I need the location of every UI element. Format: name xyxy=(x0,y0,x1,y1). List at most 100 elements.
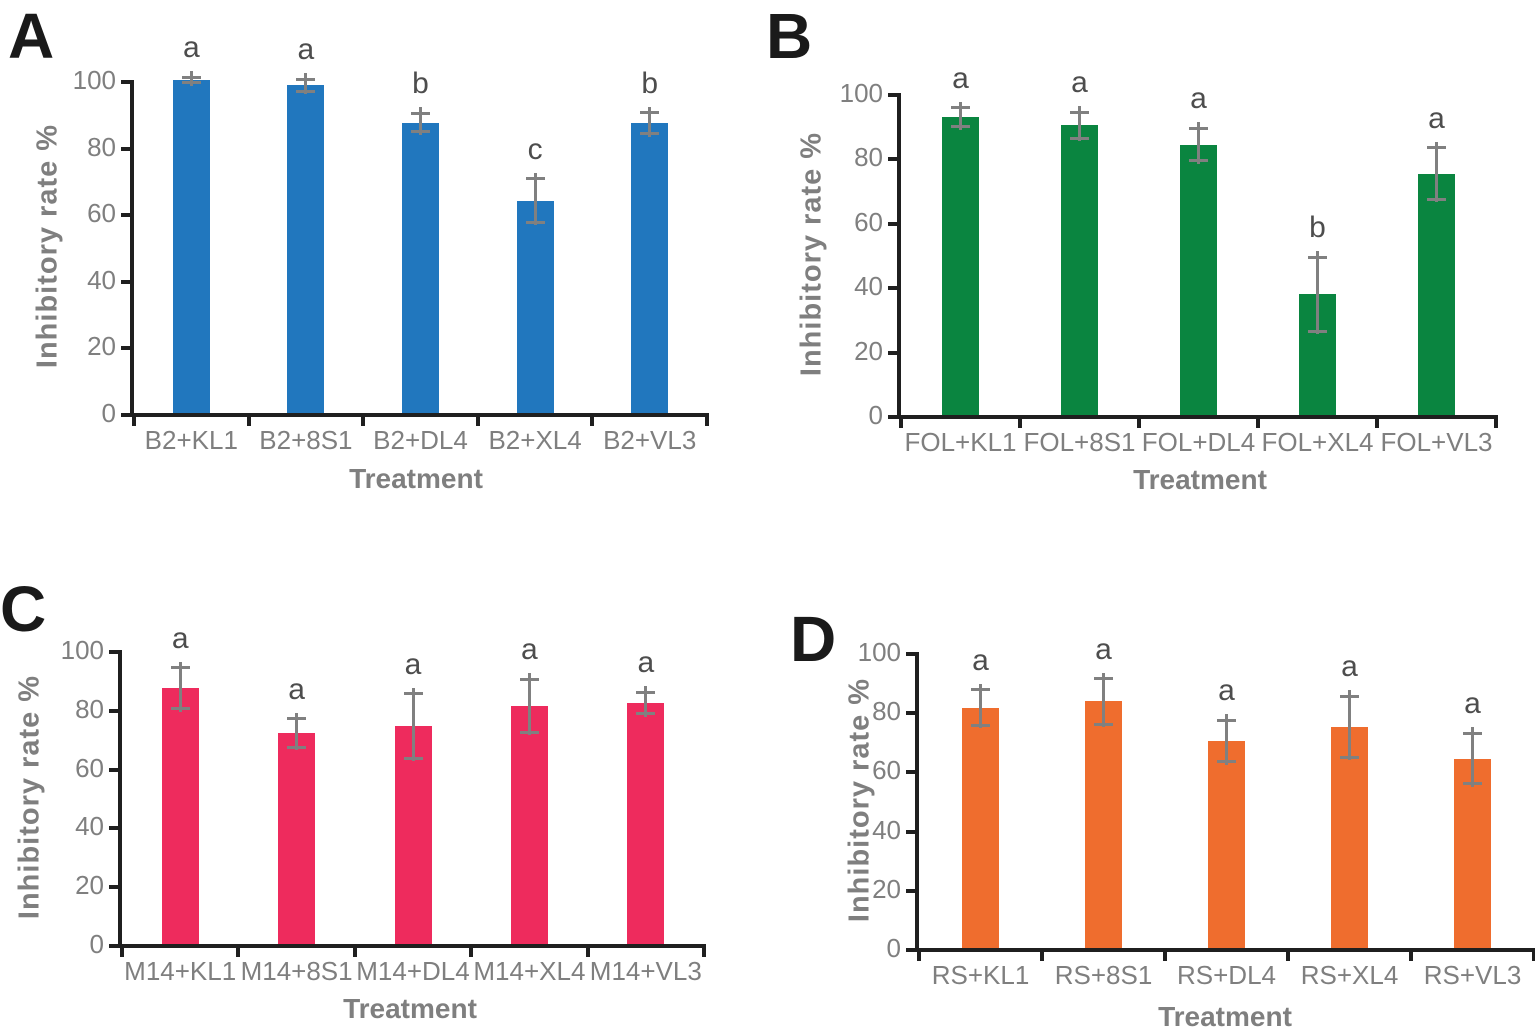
y-axis-tick-label: 80 xyxy=(75,693,104,724)
x-axis-category-label: FOL+DL4 xyxy=(1141,427,1256,457)
error-bar-cap-bottom xyxy=(170,707,190,711)
y-axis-tick-label: 100 xyxy=(72,65,116,95)
y-axis-tick-mark xyxy=(906,829,919,834)
error-bar-cap-bottom xyxy=(1094,722,1113,726)
error-bar-line xyxy=(979,683,982,729)
error-bar-cap-top xyxy=(1463,731,1482,735)
error-bar-cap-bottom xyxy=(1217,760,1236,764)
error-bar-cap-bottom xyxy=(287,745,307,749)
y-axis-tick-label: 40 xyxy=(854,271,883,302)
error-bar-cap-top xyxy=(1217,718,1236,722)
y-axis-tick-label: 20 xyxy=(75,870,104,901)
y-axis-tick-label: 80 xyxy=(854,142,883,173)
y-axis-tick-mark xyxy=(121,279,134,284)
x-axis-tick-mark xyxy=(352,944,357,957)
bar xyxy=(172,80,210,413)
y-axis-tick-mark xyxy=(888,415,901,419)
x-axis-tick-mark xyxy=(1375,415,1379,428)
y-axis-tick-label: 0 xyxy=(868,400,883,430)
panel-a-letter: A xyxy=(8,0,55,72)
significance-letter: a xyxy=(1071,66,1088,100)
x-axis-tick-mark xyxy=(246,413,251,426)
error-bar-cap-bottom xyxy=(1308,329,1327,333)
y-axis-tick-mark xyxy=(888,350,901,355)
panel-c-y-axis-title: Inhibitory rate % xyxy=(13,674,46,920)
y-axis-tick-label: 100 xyxy=(839,78,883,108)
bar xyxy=(1085,701,1122,948)
y-axis-tick-label: 60 xyxy=(872,755,901,786)
error-bar-cap-bottom xyxy=(636,712,656,716)
bar xyxy=(1061,125,1098,415)
error-bar-cap-bottom xyxy=(1189,159,1208,163)
x-axis-tick-mark xyxy=(1040,948,1044,961)
x-axis-category-label: B2+VL3 xyxy=(603,425,697,455)
error-bar-cap-top xyxy=(971,688,990,692)
error-bar-line xyxy=(1078,106,1081,142)
significance-letter: b xyxy=(412,67,429,101)
error-bar-cap-top xyxy=(1308,255,1327,259)
error-bar-cap-bottom xyxy=(1427,197,1446,201)
y-axis-tick-mark xyxy=(906,711,919,716)
x-axis-category-label: RS+VL3 xyxy=(1423,960,1522,990)
x-axis-tick-mark xyxy=(917,948,921,961)
error-bar-cap-bottom xyxy=(640,132,660,136)
error-bar-cap-bottom xyxy=(403,756,423,760)
error-bar-cap-top xyxy=(296,77,316,81)
error-bar-line xyxy=(1197,122,1200,164)
error-bar-cap-top xyxy=(1070,110,1089,114)
error-bar-cap-top xyxy=(181,75,201,79)
error-bar-line xyxy=(1102,672,1105,728)
error-bar-cap-bottom xyxy=(971,723,990,727)
x-axis-tick-mark xyxy=(361,413,366,426)
x-axis-tick-mark xyxy=(705,413,709,426)
y-axis-tick-mark xyxy=(888,221,901,226)
x-axis-tick-mark xyxy=(475,413,480,426)
y-axis-tick-mark xyxy=(888,286,901,291)
x-axis-tick-mark xyxy=(1137,415,1141,428)
significance-letter: a xyxy=(1428,101,1445,135)
panel-b-letter: B xyxy=(766,0,813,72)
panel-a-y-axis-title: Inhibitory rate % xyxy=(31,123,64,369)
y-axis-tick-mark xyxy=(906,770,919,775)
y-axis-tick-label: 40 xyxy=(872,814,901,845)
significance-letter: a xyxy=(171,621,189,655)
bar xyxy=(402,122,439,413)
bar xyxy=(962,707,999,948)
y-axis-tick-label: 0 xyxy=(89,929,104,959)
bar xyxy=(278,732,316,944)
y-axis-tick-label: 80 xyxy=(872,696,901,727)
x-axis-category-label: M14+DL4 xyxy=(356,956,470,986)
error-bar-line xyxy=(527,673,531,736)
bar xyxy=(510,705,548,944)
error-bar-cap-top xyxy=(1340,694,1359,698)
error-bar-line xyxy=(411,687,415,762)
panel-d: D Inhibitory rate % 0 20 40 60 80 100 a RS+KL1 a… xyxy=(770,517,1535,1034)
error-bar-line xyxy=(533,172,537,226)
error-bar-line xyxy=(1316,251,1319,335)
x-axis-category-label: B2+DL4 xyxy=(373,425,468,455)
y-axis-tick-label: 0 xyxy=(886,933,901,963)
error-bar-line xyxy=(1225,714,1228,765)
error-bar-cap-top xyxy=(411,111,430,115)
significance-letter: b xyxy=(641,66,659,100)
error-bar-cap-bottom xyxy=(519,730,539,734)
y-axis-tick-mark xyxy=(906,888,919,893)
x-axis-tick-mark xyxy=(132,413,136,426)
panel-c-plot-area: 0 20 40 60 80 100 a M14+KL1 a M14+8S1 a M14+DL4 a M14… xyxy=(61,623,706,984)
y-axis-tick-mark xyxy=(121,80,134,84)
error-bar-cap-top xyxy=(287,717,307,721)
y-axis-tick-mark xyxy=(109,708,122,713)
y-axis-tick-mark xyxy=(109,767,122,772)
x-axis-tick-mark xyxy=(1018,415,1022,428)
bar xyxy=(1331,726,1368,948)
x-axis-tick-mark xyxy=(1409,948,1413,961)
panel-b-x-axis-title: Treatment xyxy=(1133,464,1267,495)
panel-c: C Inhibitory rate % 0 20 40 60 80 100 a M14+KL1… xyxy=(0,517,770,1034)
x-axis-tick-mark xyxy=(120,944,124,957)
error-bar-line xyxy=(304,73,308,94)
error-bar-line xyxy=(644,686,648,717)
y-axis-tick-mark xyxy=(121,346,134,351)
x-axis-category-label: B2+KL1 xyxy=(144,425,238,455)
error-bar-cap-top xyxy=(170,666,190,670)
